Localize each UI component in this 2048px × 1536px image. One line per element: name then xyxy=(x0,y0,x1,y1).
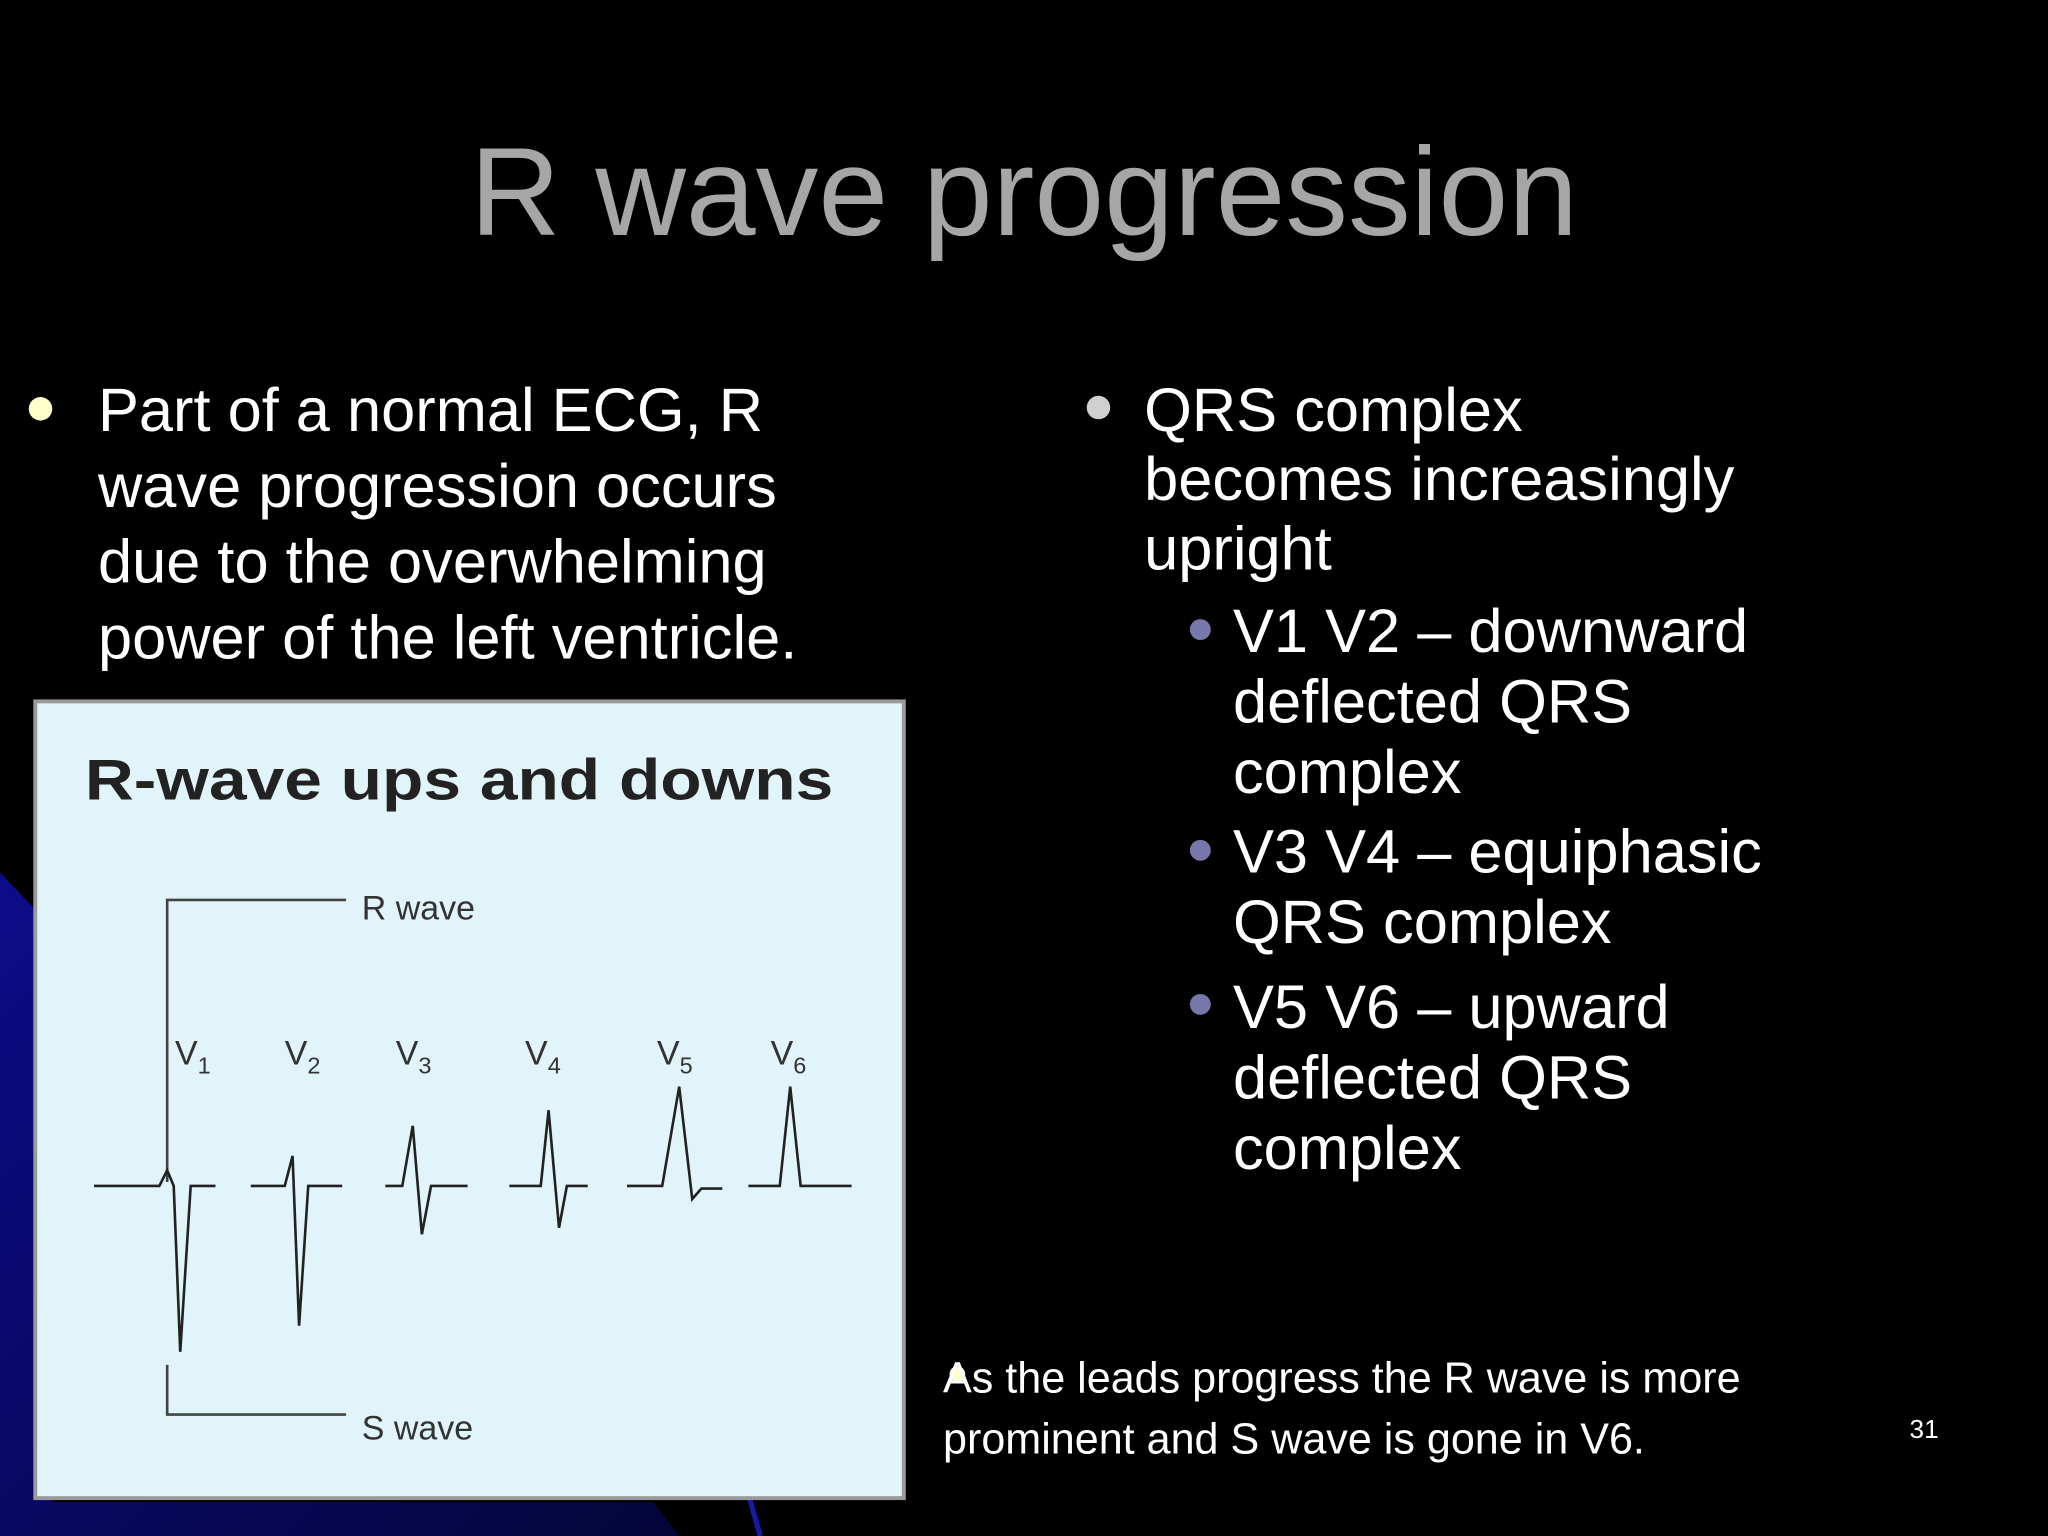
lead-sub: 3 xyxy=(418,1053,431,1079)
ecg-trace xyxy=(509,1110,588,1228)
bullet xyxy=(1189,619,1211,640)
text-line: complex xyxy=(1233,1114,1462,1183)
lead-base: V xyxy=(285,1034,308,1072)
text-line: upright xyxy=(1144,514,1332,583)
slide-title: R wave progression xyxy=(470,121,1578,262)
lead-base: V xyxy=(175,1034,198,1072)
text-line: due to the overwhelming xyxy=(98,528,767,597)
figure-label: S wave xyxy=(362,1409,473,1447)
lead-label: V6 xyxy=(771,1034,807,1078)
text-line: V1 V2 – downward xyxy=(1233,597,1748,666)
text-line: V5 V6 – upward xyxy=(1233,973,1670,1042)
ecg-trace xyxy=(250,1155,343,1326)
lead-label: V2 xyxy=(285,1034,321,1078)
lead-base: V xyxy=(525,1034,548,1072)
lead-sub: 5 xyxy=(680,1053,693,1079)
lead-sub: 1 xyxy=(198,1053,211,1079)
lead-label: V4 xyxy=(525,1034,561,1078)
text-line: prominent and S wave is gone in V6. xyxy=(943,1416,1645,1464)
lead-sub: 2 xyxy=(307,1053,320,1079)
lead-sub: 4 xyxy=(548,1053,561,1079)
ecg-trace xyxy=(94,1167,216,1352)
text-line: QRS complex xyxy=(1233,888,1612,957)
bullet xyxy=(28,397,53,421)
text-line: deflected QRS xyxy=(1233,1043,1632,1112)
text-line: power of the left ventricle. xyxy=(98,603,797,672)
bullet xyxy=(1189,993,1211,1015)
bullet xyxy=(1086,395,1111,420)
text-line: complex xyxy=(1233,738,1462,807)
lead-base: V xyxy=(396,1034,419,1072)
bracket xyxy=(165,898,347,1416)
figure-label: R wave xyxy=(362,890,475,928)
figure-frame xyxy=(33,699,906,1501)
figure-title: R-wave ups and downs xyxy=(85,748,833,812)
text-line: deflected QRS xyxy=(1233,667,1632,736)
text-line: V3 V4 – equiphasic xyxy=(1233,817,1762,886)
text-line: wave progression occurs xyxy=(97,452,777,521)
text-line: As the leads progress the R wave is more xyxy=(943,1354,1741,1402)
lead-sub: 6 xyxy=(793,1053,806,1079)
bullet xyxy=(1189,839,1211,861)
ecg-trace xyxy=(626,1086,723,1203)
text-line: QRS complex xyxy=(1144,376,1523,445)
ecg-drawing xyxy=(94,898,852,1416)
ecg-trace xyxy=(748,1086,852,1188)
lead-base: V xyxy=(657,1034,680,1072)
text-line: becomes increasingly xyxy=(1144,445,1734,514)
lead-label: V5 xyxy=(657,1034,693,1078)
bullet xyxy=(949,1366,966,1382)
ecg-trace xyxy=(385,1125,468,1235)
lead-base: V xyxy=(771,1034,794,1072)
lead-label: V3 xyxy=(396,1034,432,1078)
page-number: 31 xyxy=(1910,1414,1939,1444)
lead-label: V1 xyxy=(175,1034,211,1078)
text-line: Part of a normal ECG, R xyxy=(98,376,763,445)
